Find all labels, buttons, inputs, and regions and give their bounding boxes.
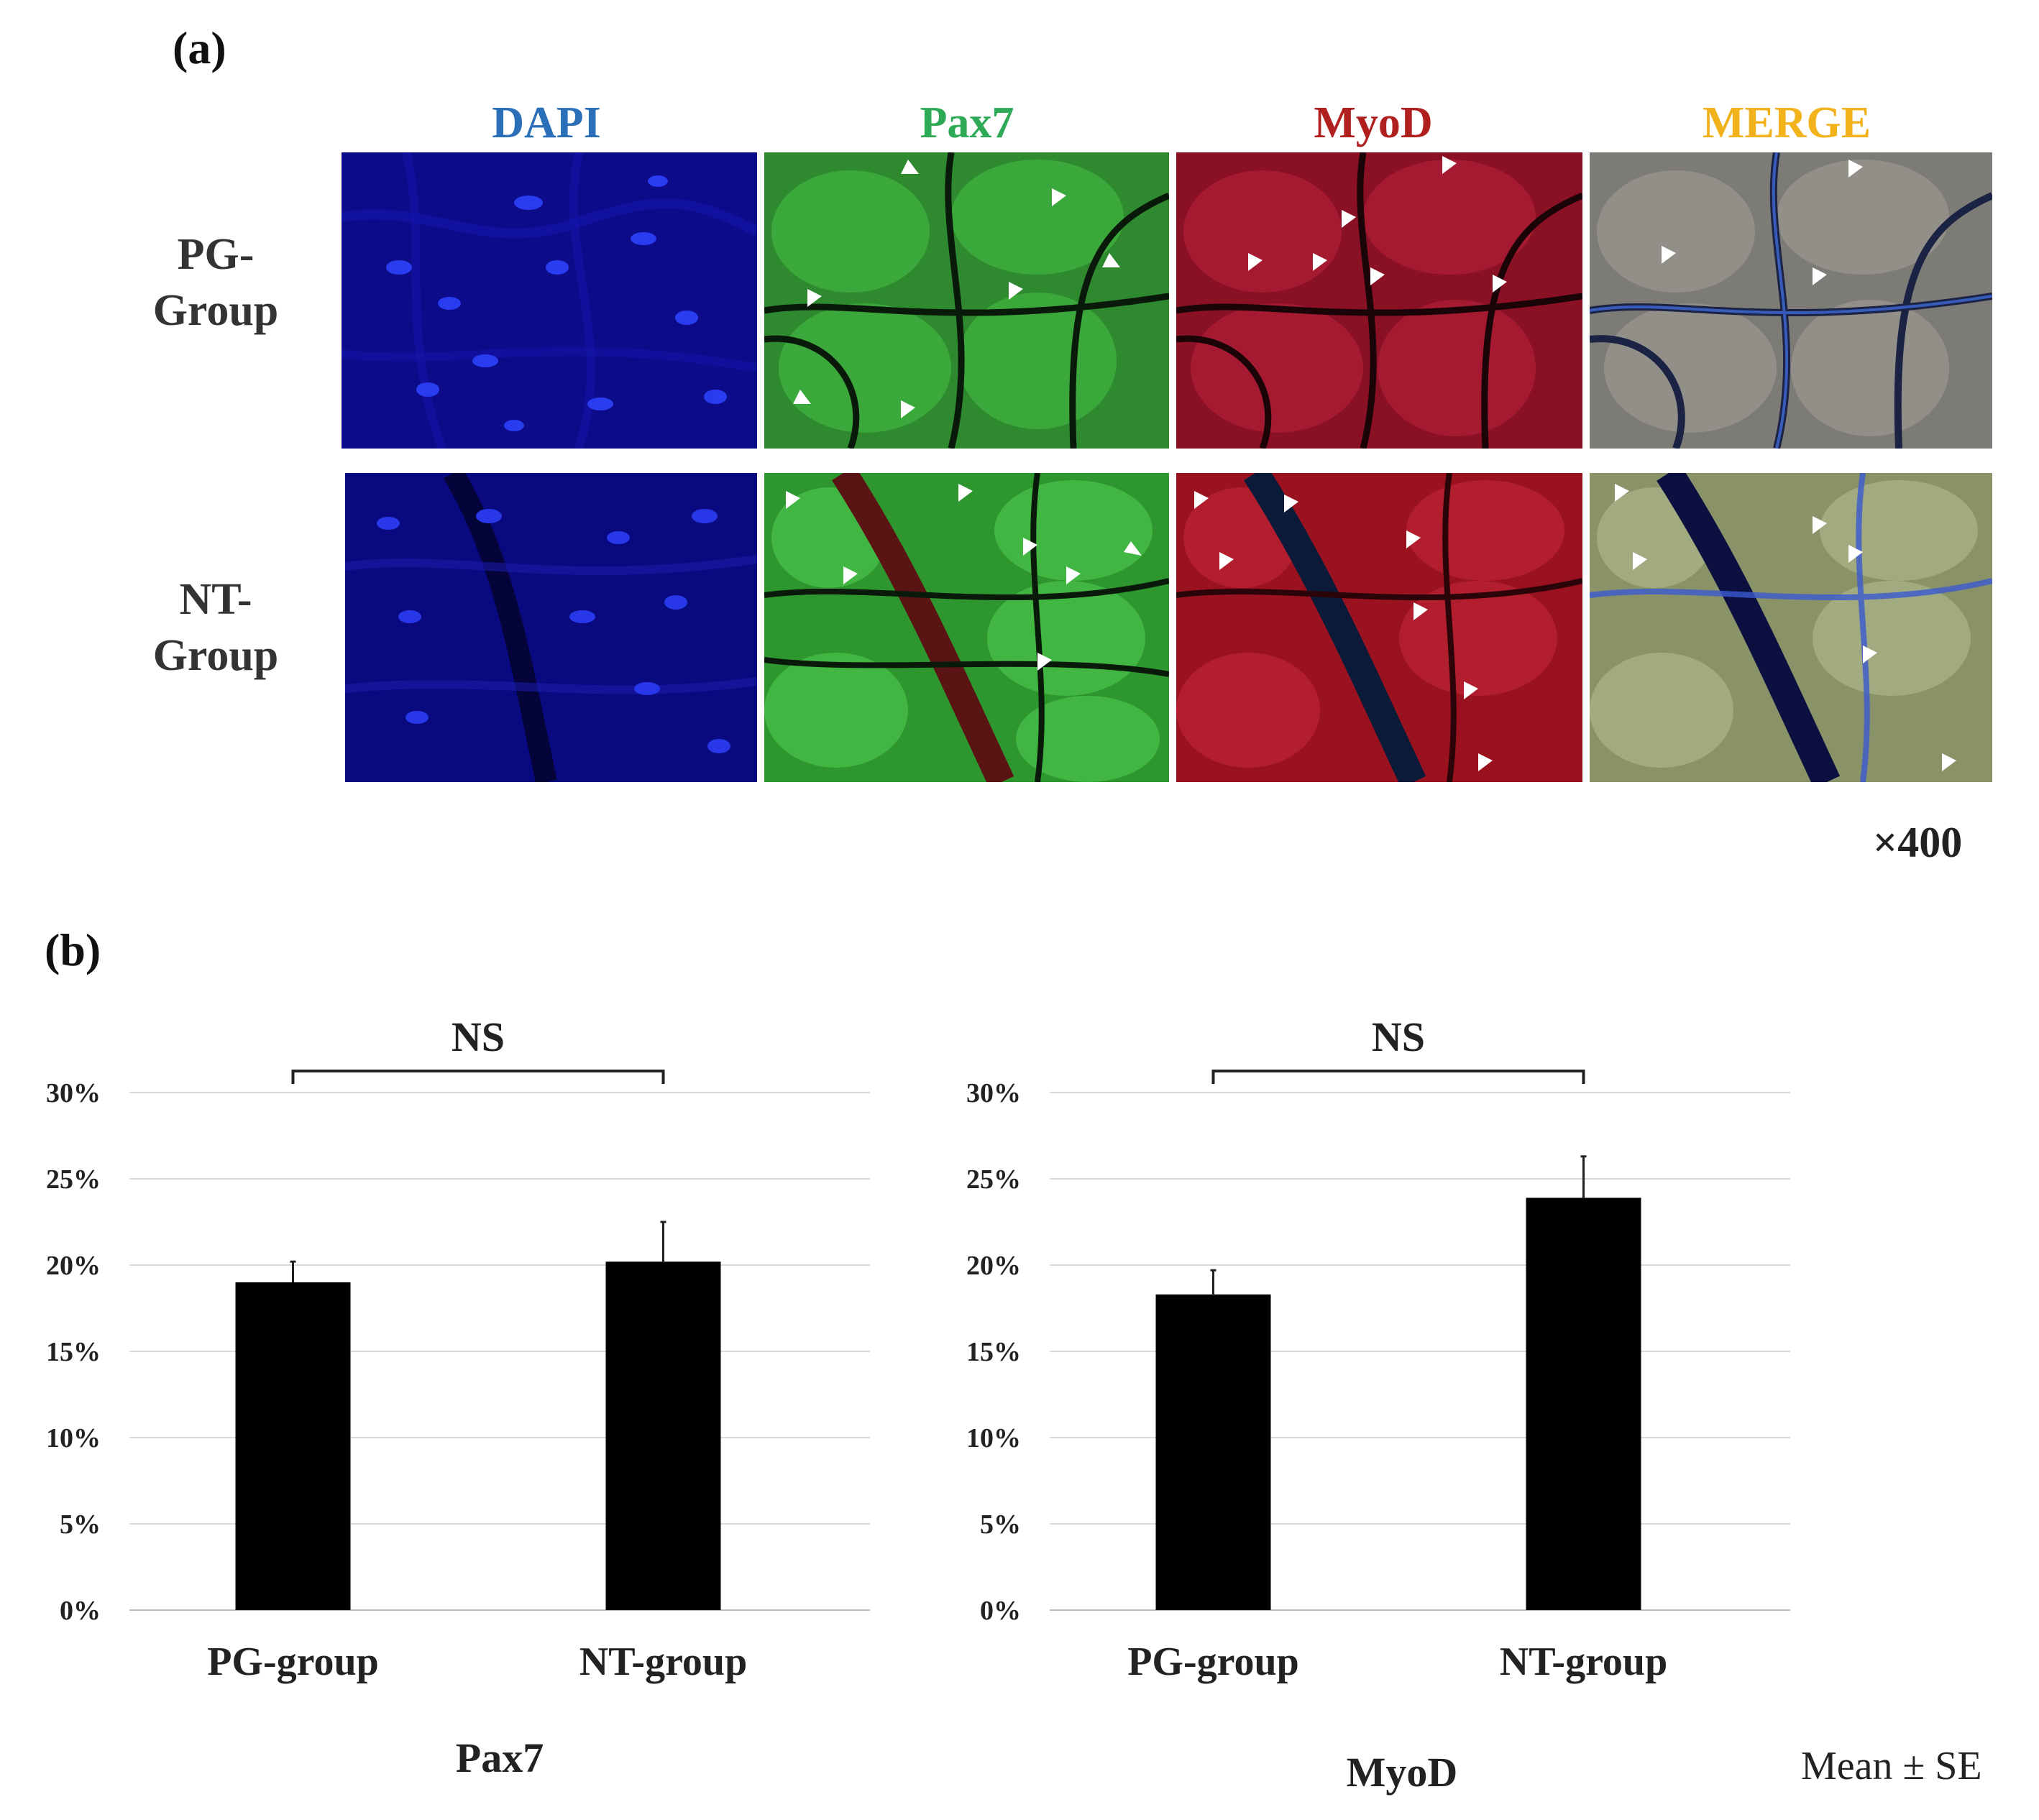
micrograph-nt-pax7 <box>764 473 1169 782</box>
bar-pax7-pg-group <box>235 1282 351 1610</box>
micrograph-nt-dapi <box>345 473 757 782</box>
y-tick-label: 15% <box>966 1337 1021 1367</box>
chart-myod: 0% 5% 10% 15% 20% 25% 30% PG-group NT-group NS <box>966 1014 1790 1684</box>
chart-title-myod: MyoD <box>1346 1749 1458 1796</box>
chart-title-pax7: Pax7 <box>455 1734 544 1781</box>
y-tick-label: 0% <box>60 1596 101 1626</box>
significance-bracket <box>291 1070 665 1084</box>
row-header-line: PG- <box>177 230 255 279</box>
y-tick-label: 25% <box>966 1164 1021 1195</box>
significance-label: NS <box>452 1014 505 1060</box>
y-tick-label: 30% <box>966 1078 1021 1108</box>
x-category-label: PG-group <box>1127 1640 1299 1684</box>
row-header-nt-group: NT- Group <box>122 571 309 684</box>
y-tick-label: 30% <box>46 1078 101 1108</box>
column-header-pax7: Pax7 <box>920 98 1014 147</box>
column-header-myod: MyoD <box>1314 98 1433 147</box>
chart-pax7: 0% 5% 10% 15% 20% 25% 30% PG-group NT-group NS <box>46 1014 870 1684</box>
bar-myod-nt-group <box>1526 1198 1641 1610</box>
micrograph-nt-myod <box>1176 473 1582 782</box>
y-tick-label: 20% <box>966 1251 1021 1281</box>
significance-bracket <box>1211 1070 1585 1084</box>
magnification-label: ×400 <box>1873 819 1963 866</box>
micrograph-pg-myod <box>1176 152 1582 449</box>
column-header-dapi: DAPI <box>492 98 601 147</box>
panel-b-label: (b) <box>45 924 101 975</box>
y-tick-label: 5% <box>60 1509 101 1540</box>
y-tick-label: 15% <box>46 1337 101 1367</box>
y-tick-label: 0% <box>980 1596 1021 1626</box>
bar-myod-pg-group <box>1155 1294 1271 1610</box>
x-category-label: NT-group <box>1500 1640 1667 1684</box>
y-tick-label: 5% <box>980 1509 1021 1540</box>
micrograph-pg-dapi <box>342 152 757 449</box>
row-header-pg-group: PG- Group <box>122 226 309 339</box>
x-category-label: PG-group <box>207 1640 379 1684</box>
y-tick-label: 10% <box>966 1423 1021 1453</box>
panel-a-label: (a) <box>173 22 226 73</box>
y-tick-label: 20% <box>46 1251 101 1281</box>
micrograph-pg-merge <box>1590 152 1992 449</box>
y-tick-label: 10% <box>46 1423 101 1453</box>
bar-pax7-nt-group <box>605 1261 721 1610</box>
row-header-line: NT- <box>179 575 252 624</box>
mean-se-note: Mean ± SE <box>1801 1744 1982 1788</box>
significance-label: NS <box>1372 1014 1425 1060</box>
y-tick-label: 25% <box>46 1164 101 1195</box>
row-header-line: Group <box>152 286 279 335</box>
micrograph-nt-merge <box>1590 473 1992 782</box>
row-header-line: Group <box>152 631 279 680</box>
column-header-merge: MERGE <box>1702 98 1871 147</box>
micrograph-pg-pax7 <box>764 152 1169 449</box>
x-category-label: NT-group <box>579 1640 747 1684</box>
